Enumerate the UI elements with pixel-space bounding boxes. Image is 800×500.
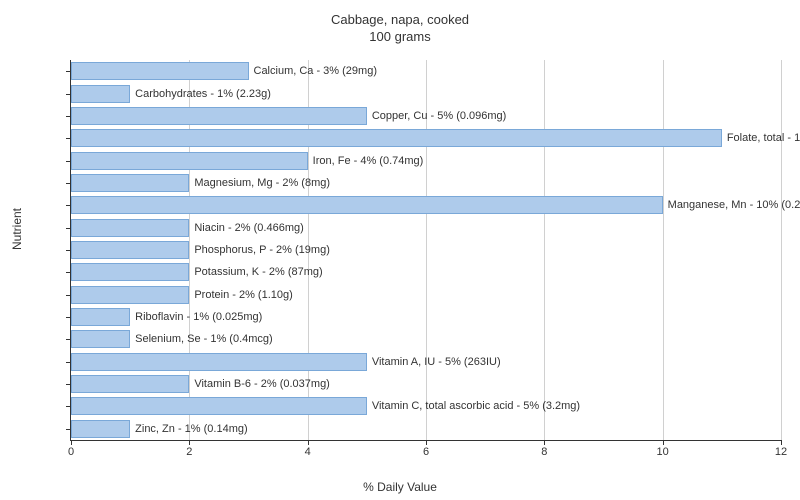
x-tick-label: 10: [657, 446, 669, 458]
x-tick-label: 6: [423, 446, 429, 458]
nutrient-bar-label: Potassium, K - 2% (87mg): [188, 266, 322, 278]
nutrient-bar: Selenium, Se - 1% (0.4mcg): [71, 330, 130, 348]
gridline: [781, 60, 782, 440]
nutrient-bar-label: Vitamin A, IU - 5% (263IU): [366, 356, 501, 368]
nutrient-bar: Phosphorus, P - 2% (19mg): [71, 241, 189, 259]
nutrient-bar: Calcium, Ca - 3% (29mg): [71, 62, 249, 80]
x-tick-mark: [71, 440, 72, 445]
nutrient-bar: Vitamin B-6 - 2% (0.037mg): [71, 375, 189, 393]
nutrient-bar-label: Carbohydrates - 1% (2.23g): [129, 88, 271, 100]
nutrient-bar: Riboflavin - 1% (0.025mg): [71, 308, 130, 326]
nutrient-bar: Manganese, Mn - 10% (0.203mg): [71, 196, 663, 214]
x-tick-mark: [308, 440, 309, 445]
nutrient-bar: Copper, Cu - 5% (0.096mg): [71, 107, 367, 125]
nutrient-bar: Magnesium, Mg - 2% (8mg): [71, 174, 189, 192]
x-tick-label: 8: [541, 446, 547, 458]
chart-title: Cabbage, napa, cooked 100 grams: [0, 0, 800, 46]
nutrient-bar-label: Niacin - 2% (0.466mg): [188, 222, 303, 234]
nutrient-bar-label: Folate, total - 11% (43mcg): [721, 132, 800, 144]
nutrient-bar-label: Zinc, Zn - 1% (0.14mg): [129, 423, 247, 435]
x-tick-mark: [426, 440, 427, 445]
nutrient-bar-label: Manganese, Mn - 10% (0.203mg): [662, 199, 800, 211]
x-tick-label: 2: [186, 446, 192, 458]
nutrient-bar: Vitamin C, total ascorbic acid - 5% (3.2…: [71, 397, 367, 415]
y-axis-label: Nutrient: [10, 208, 24, 250]
bars-group: Calcium, Ca - 3% (29mg) Carbohydrates - 1…: [71, 60, 781, 440]
nutrient-bar: Vitamin A, IU - 5% (263IU): [71, 353, 367, 371]
nutrient-bar: Folate, total - 11% (43mcg): [71, 129, 722, 147]
nutrient-bar-label: Calcium, Ca - 3% (29mg): [248, 65, 377, 77]
chart-title-line2: 100 grams: [0, 29, 800, 46]
nutrient-bar: Zinc, Zn - 1% (0.14mg): [71, 420, 130, 438]
x-tick-label: 4: [305, 446, 311, 458]
x-axis-label: % Daily Value: [363, 480, 437, 494]
nutrient-bar-label: Iron, Fe - 4% (0.74mg): [307, 155, 424, 167]
nutrient-bar: Carbohydrates - 1% (2.23g): [71, 85, 130, 103]
x-tick-mark: [544, 440, 545, 445]
nutrient-bar-label: Selenium, Se - 1% (0.4mcg): [129, 333, 273, 345]
x-tick-mark: [189, 440, 190, 445]
nutrient-bar-label: Copper, Cu - 5% (0.096mg): [366, 110, 507, 122]
nutrient-bar-label: Magnesium, Mg - 2% (8mg): [188, 177, 330, 189]
nutrient-bar-label: Vitamin B-6 - 2% (0.037mg): [188, 378, 330, 390]
nutrient-bar-label: Protein - 2% (1.10g): [188, 289, 292, 301]
nutrient-bar: Iron, Fe - 4% (0.74mg): [71, 152, 308, 170]
nutrient-bar: Potassium, K - 2% (87mg): [71, 263, 189, 281]
plot-area: 024681012 Calcium, Ca - 3% (29mg)Carbohy…: [70, 60, 781, 441]
x-tick-mark: [781, 440, 782, 445]
x-tick-mark: [663, 440, 664, 445]
nutrient-chart: Cabbage, napa, cooked 100 grams Nutrient…: [0, 0, 800, 500]
nutrient-bar-label: Phosphorus, P - 2% (19mg): [188, 244, 330, 256]
nutrient-bar-label: Vitamin C, total ascorbic acid - 5% (3.2…: [366, 400, 580, 412]
x-tick-label: 12: [775, 446, 787, 458]
nutrient-bar: Protein - 2% (1.10g): [71, 286, 189, 304]
nutrient-bar: Niacin - 2% (0.466mg): [71, 219, 189, 237]
chart-title-line1: Cabbage, napa, cooked: [0, 12, 800, 29]
x-tick-label: 0: [68, 446, 74, 458]
nutrient-bar-label: Riboflavin - 1% (0.025mg): [129, 311, 262, 323]
